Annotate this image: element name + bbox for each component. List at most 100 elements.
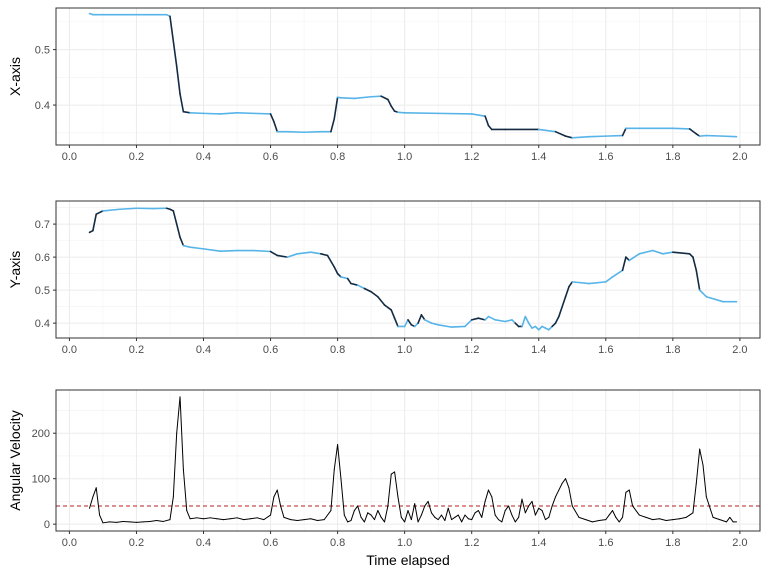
series-segment bbox=[464, 319, 473, 328]
y-axis-title: Y-axis bbox=[7, 251, 23, 289]
series-segment bbox=[688, 128, 698, 135]
series-segment bbox=[705, 295, 724, 303]
series-segment bbox=[380, 516, 386, 523]
series-segment bbox=[370, 95, 382, 98]
series-segment bbox=[383, 304, 393, 311]
gridlines bbox=[56, 201, 760, 338]
x-tick-label: 1.2 bbox=[464, 151, 479, 163]
series-segment bbox=[598, 519, 607, 522]
series-segment bbox=[591, 520, 600, 523]
series-segment bbox=[437, 323, 453, 328]
series-segment bbox=[692, 482, 697, 514]
series-segment bbox=[474, 510, 479, 514]
series-segment bbox=[487, 489, 493, 498]
x-tick-label: 0.6 bbox=[263, 537, 278, 549]
series-segment bbox=[283, 516, 292, 521]
series-segment bbox=[501, 510, 506, 523]
series-segment bbox=[118, 207, 138, 211]
series-segment bbox=[350, 282, 359, 286]
series-segment bbox=[377, 510, 382, 518]
series-segment bbox=[390, 309, 396, 319]
series-segment bbox=[504, 319, 513, 323]
series-segment bbox=[303, 130, 322, 134]
series-segment bbox=[92, 487, 97, 498]
series-segment bbox=[390, 105, 396, 112]
series-segment bbox=[417, 314, 423, 324]
series-segment bbox=[216, 518, 225, 521]
series-segment bbox=[564, 286, 570, 298]
series-segment bbox=[514, 516, 520, 523]
series-segment bbox=[531, 500, 536, 516]
series-segment bbox=[370, 514, 375, 521]
series-segment bbox=[695, 269, 701, 291]
series-segment bbox=[115, 520, 124, 523]
series-segment bbox=[273, 120, 279, 133]
series-segment bbox=[256, 517, 265, 521]
series-segment bbox=[223, 518, 231, 521]
series-segment bbox=[447, 507, 453, 521]
series-segment bbox=[420, 505, 426, 516]
series-segment bbox=[102, 208, 121, 212]
series-segment bbox=[337, 444, 342, 480]
series-segment bbox=[175, 223, 181, 239]
series-segment bbox=[454, 514, 459, 518]
x-tick-label: 0.6 bbox=[263, 151, 278, 163]
series-segment bbox=[175, 65, 181, 95]
series-segment bbox=[363, 512, 369, 523]
y-tick-label: 0.4 bbox=[35, 318, 50, 330]
series-segment bbox=[564, 135, 574, 139]
series-segment bbox=[477, 510, 483, 518]
series-segment bbox=[370, 290, 379, 298]
series-segment bbox=[403, 319, 409, 328]
series-segment bbox=[350, 510, 355, 522]
series-segment bbox=[179, 396, 184, 471]
y-tick-label: 0.6 bbox=[35, 252, 50, 264]
series-segment bbox=[628, 253, 641, 262]
y-tick-label: 0 bbox=[44, 519, 50, 531]
series-segment bbox=[611, 269, 624, 278]
series-segment bbox=[346, 277, 352, 285]
x-tick-label: 0.0 bbox=[62, 151, 77, 163]
series-segment bbox=[698, 134, 708, 137]
x-tick-label: 0.2 bbox=[129, 344, 144, 356]
series-segment bbox=[565, 478, 570, 489]
series-segment bbox=[179, 236, 185, 247]
series-segment bbox=[333, 266, 339, 275]
series bbox=[88, 207, 738, 331]
series-segment bbox=[92, 213, 98, 232]
x-tick-label: 0.0 bbox=[62, 344, 77, 356]
series-segment bbox=[464, 514, 469, 520]
series-segment bbox=[702, 464, 707, 498]
series-segment bbox=[316, 519, 325, 522]
series-segment bbox=[390, 471, 396, 475]
series-segment bbox=[672, 518, 681, 521]
plot-background bbox=[56, 201, 760, 338]
x-tick-label: 0.0 bbox=[62, 537, 77, 549]
series-segment bbox=[618, 516, 624, 523]
series-segment bbox=[672, 127, 691, 130]
series-segment bbox=[229, 517, 238, 520]
series-segment bbox=[356, 284, 366, 290]
series-segment bbox=[202, 248, 222, 252]
series-segment bbox=[162, 519, 171, 522]
series-segment bbox=[558, 305, 564, 318]
y-tick-label: 0.5 bbox=[35, 285, 50, 297]
x-tick-label: 1.6 bbox=[598, 537, 613, 549]
series-segment bbox=[420, 314, 426, 321]
series-segment bbox=[571, 505, 580, 518]
series-segment bbox=[343, 514, 349, 523]
series-segment bbox=[387, 473, 392, 507]
series-segment bbox=[179, 93, 185, 113]
series-segment bbox=[625, 489, 630, 493]
series-segment bbox=[528, 500, 533, 507]
series-segment bbox=[551, 496, 556, 507]
y-axis-title: Angular Velocity bbox=[7, 410, 23, 510]
series-segment bbox=[269, 250, 279, 257]
series-segment bbox=[692, 256, 698, 272]
x-tick-label: 0.4 bbox=[196, 537, 211, 549]
series-segment bbox=[236, 517, 245, 521]
series-segment bbox=[424, 500, 429, 507]
series-segment bbox=[403, 112, 439, 115]
x-tick-label: 1.8 bbox=[665, 344, 680, 356]
series-segment bbox=[353, 95, 372, 100]
